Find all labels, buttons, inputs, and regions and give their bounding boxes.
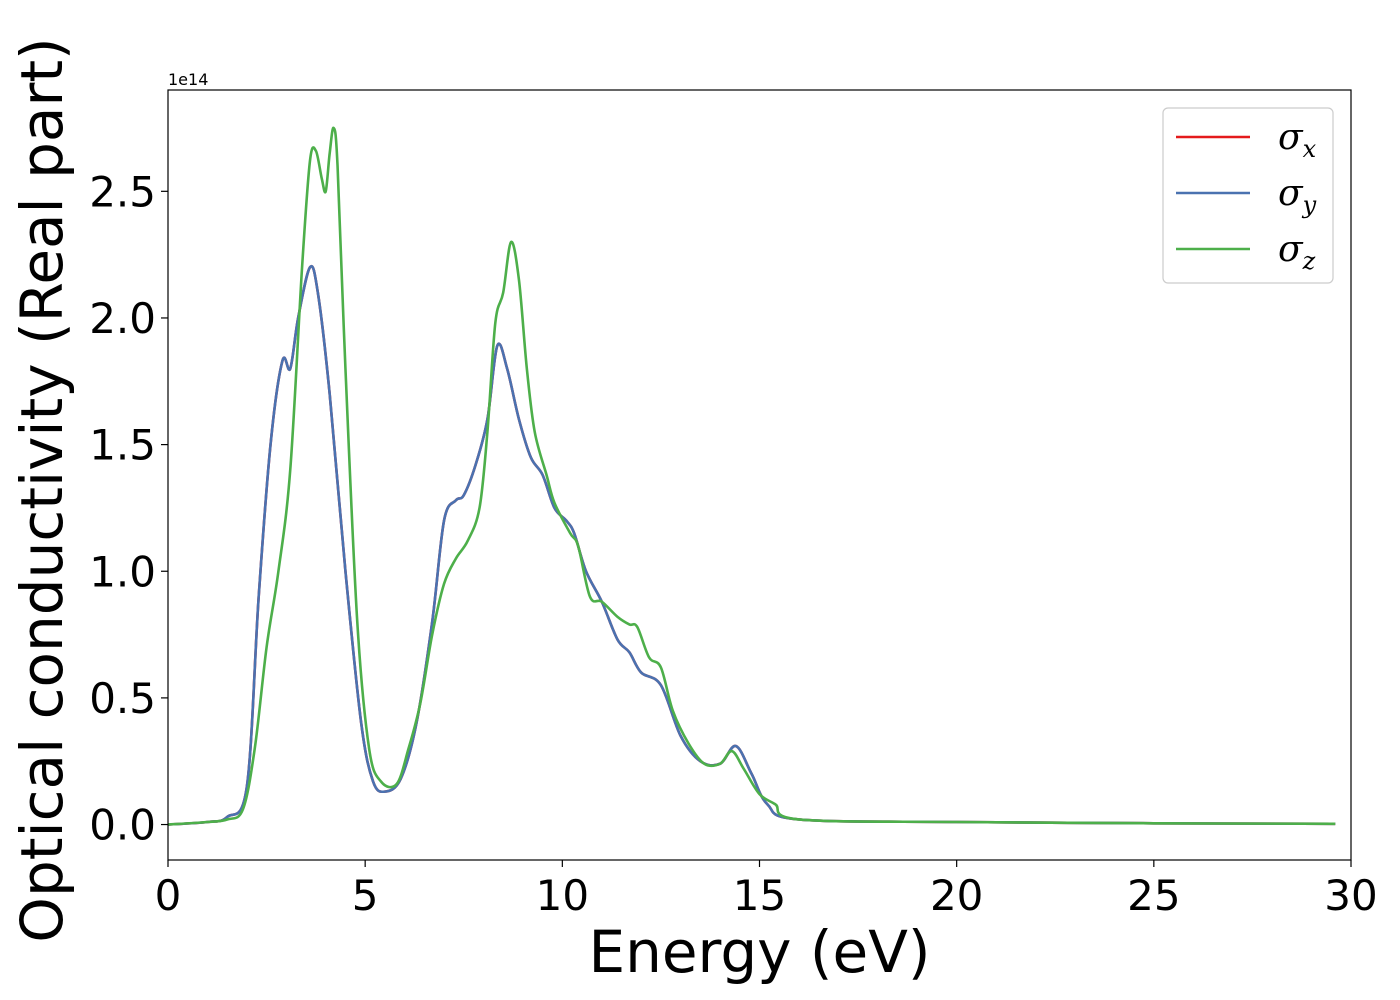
y-tick-label: 1.0 <box>89 547 156 596</box>
series-line-z <box>168 126 1336 826</box>
x-tick-label: 5 <box>352 871 379 920</box>
legend-box <box>1162 107 1334 284</box>
y-tick-label: 1.5 <box>89 421 156 470</box>
legend-label-y: σy <box>1278 173 1317 219</box>
y-tick-label: 0.0 <box>89 801 156 850</box>
legend: σx σy σz <box>1162 107 1334 284</box>
x-axis-title: Energy (eV) <box>588 918 930 986</box>
y-tick-label: 2.5 <box>89 167 156 216</box>
x-tick-label: 20 <box>930 871 983 920</box>
y-axis-title: Optical conductivity (Real part) <box>8 37 76 942</box>
x-tick-label: 25 <box>1127 871 1180 920</box>
series-line-y <box>168 265 1336 826</box>
y-tick-label: 0.5 <box>89 674 156 723</box>
y-axis: 0.0 0.5 1.0 1.5 2.0 2.5 <box>89 167 168 850</box>
y-offset-label: 1e14 <box>168 70 208 89</box>
legend-label-z: σz <box>1278 229 1316 275</box>
x-tick-label: 15 <box>733 871 786 920</box>
x-tick-label: 0 <box>155 871 182 920</box>
y-tick-label: 2.0 <box>89 294 156 343</box>
series-layer <box>168 126 1336 826</box>
legend-label-x: σx <box>1278 117 1317 163</box>
x-tick-label: 10 <box>536 871 589 920</box>
x-tick-label: 30 <box>1324 871 1377 920</box>
x-axis: 0 5 10 15 20 25 30 <box>155 860 1378 920</box>
